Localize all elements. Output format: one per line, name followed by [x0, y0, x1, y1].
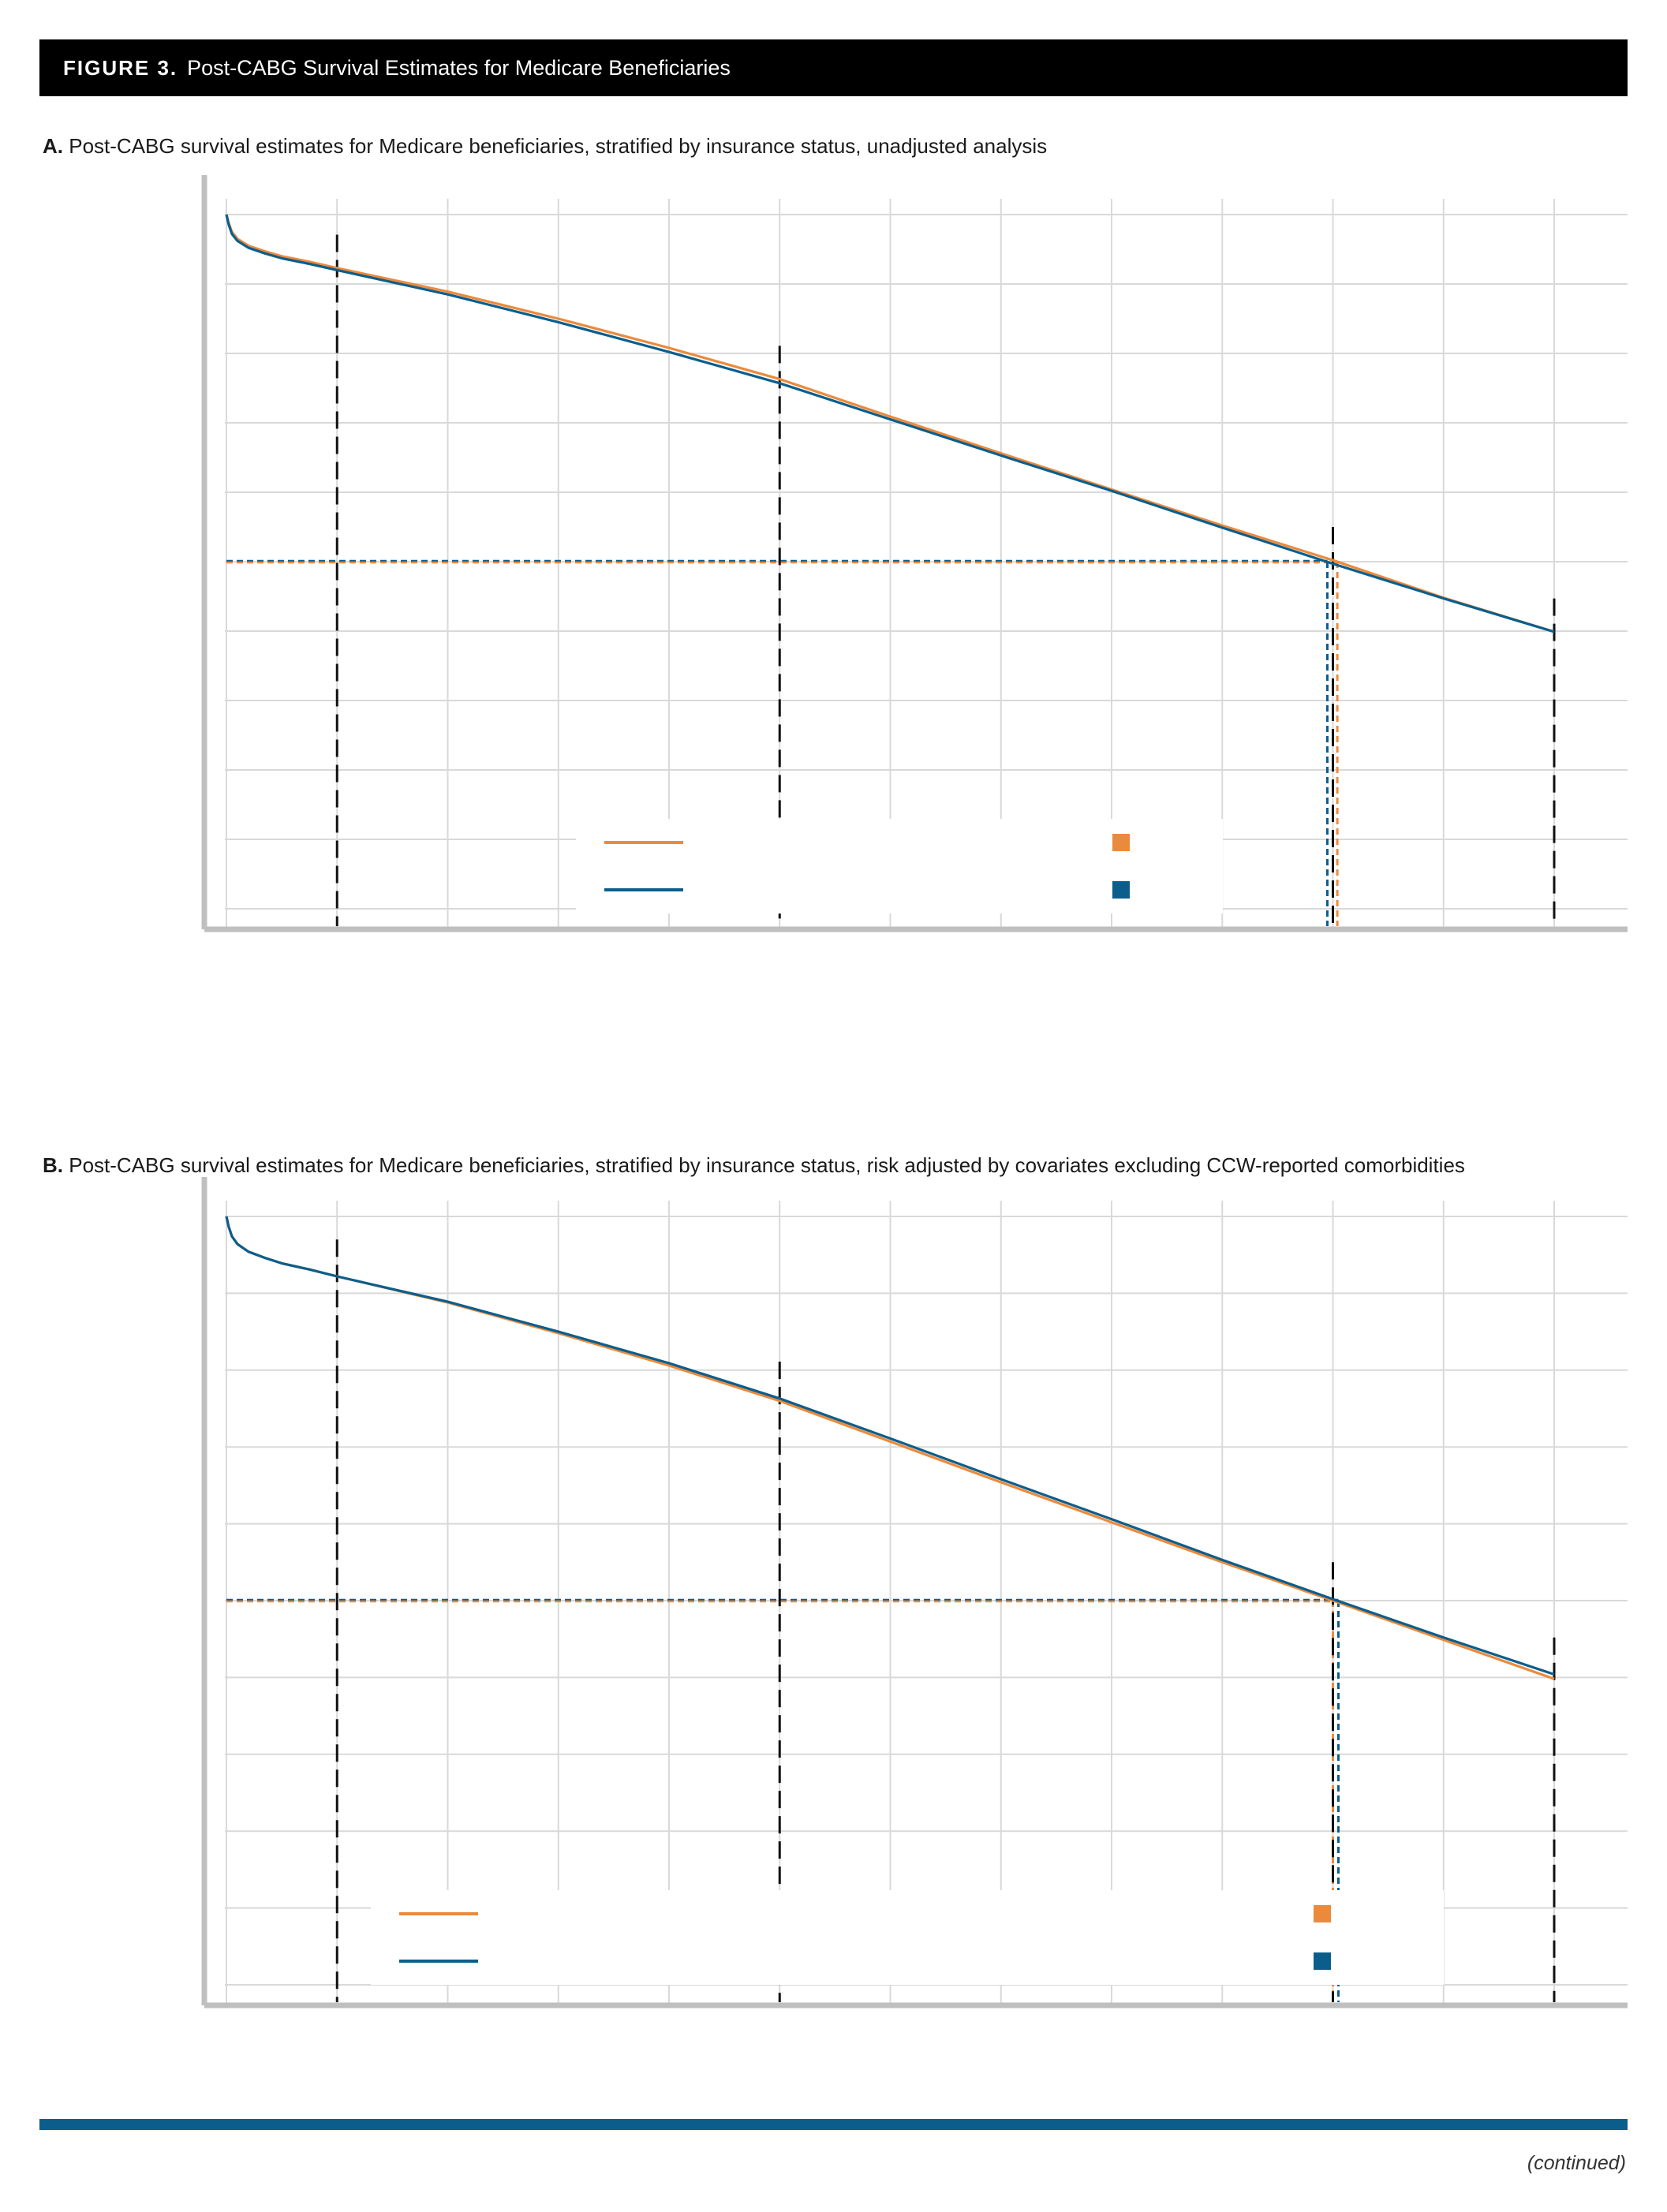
panel-b-caption: Post-CABG survival estimates for Medicar… [69, 1153, 1465, 1177]
panel-a-heading: A. Post-CABG survival estimates for Medi… [43, 134, 1047, 159]
chart-a-legend-ci-swatch-tm [1112, 881, 1130, 899]
figure-label: FIGURE 3. [63, 55, 178, 80]
panel-b-letter: B. [43, 1153, 63, 1177]
chart-b-legend-box [371, 1890, 1444, 1985]
bottom-rule [39, 2119, 1628, 2130]
chart-b-legend-ci-swatch-ma [1314, 1905, 1331, 1922]
chart-a-series-line-tm [225, 214, 1555, 633]
chart-a-series-line-ma [225, 214, 1555, 633]
chart-a [201, 175, 1628, 932]
continued-note: (continued) [1527, 2152, 1626, 2174]
chart-b [201, 1177, 1628, 2008]
figure-title: Post-CABG Survival Estimates for Medicar… [187, 55, 731, 80]
figure-header: FIGURE 3. Post-CABG Survival Estimates f… [39, 39, 1628, 96]
chart-b-legend-ci-swatch-tm [1314, 1952, 1331, 1970]
panel-a-letter: A. [43, 134, 63, 158]
panel-b-heading: B. Post-CABG survival estimates for Medi… [43, 1153, 1465, 1178]
panel-a-caption: Post-CABG survival estimates for Medicar… [69, 134, 1048, 158]
chart-b-series-line-tm [225, 1216, 1555, 1676]
chart-a-legend-ci-swatch-ma [1112, 834, 1130, 851]
